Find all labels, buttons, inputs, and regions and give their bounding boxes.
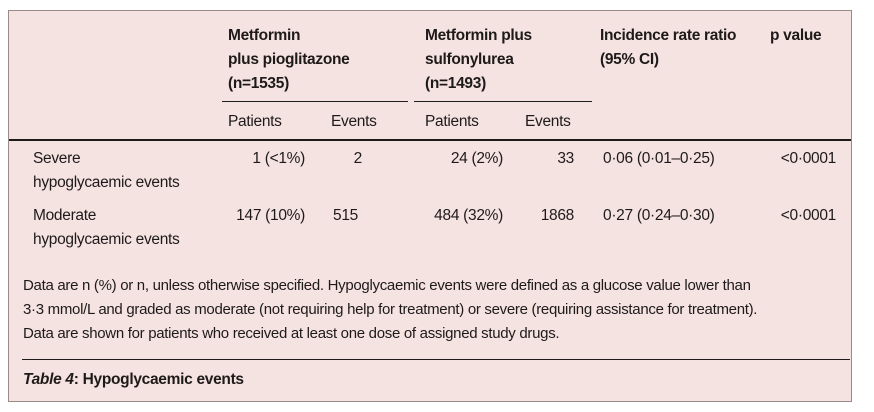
- footnote-line: Data are shown for patients who received…: [23, 325, 560, 342]
- row-label-line: hypoglycaemic events: [33, 231, 180, 248]
- caption-text: : Hypoglycaemic events: [73, 371, 244, 388]
- irr-value: 0·27 (0·24–0·30): [603, 207, 715, 224]
- p-value: <0·0001: [780, 207, 837, 224]
- p-value-header: p value: [770, 27, 822, 44]
- subheader-patients: Patients: [425, 113, 479, 130]
- row-label-line: Moderate: [33, 207, 97, 224]
- header-line: Metformin plus: [425, 27, 532, 44]
- header-line: Incidence rate ratio: [600, 27, 737, 44]
- subheader-events: Events: [525, 113, 571, 130]
- pio-patients: 1 (<1%): [252, 150, 305, 167]
- table-caption: Table 4: Hypoglycaemic events: [23, 368, 244, 392]
- caption-label: Table 4: [23, 371, 74, 388]
- header-line: Metformin: [228, 27, 301, 44]
- header-line: (n=1493): [425, 75, 486, 92]
- header-line: sulfonylurea: [425, 51, 514, 68]
- su-events: 33: [557, 150, 574, 167]
- su-patients: 24 (2%): [450, 150, 503, 167]
- group-header-sulfonylurea: Metformin plus sulfonylurea (n=1493): [425, 24, 532, 96]
- group-underline: [222, 101, 408, 102]
- pio-events: 2: [353, 150, 363, 167]
- footnote: Data are n (%) or n, unless otherwise sp…: [23, 274, 757, 346]
- footnote-line: Data are n (%) or n, unless otherwise sp…: [23, 277, 751, 294]
- header-line: plus pioglitazone: [228, 51, 350, 68]
- su-events: 1868: [540, 207, 575, 224]
- pio-events: 515: [333, 207, 358, 224]
- irr-value: 0·06 (0·01–0·25): [603, 150, 715, 167]
- subheader-patients: Patients: [228, 113, 282, 130]
- p-value: <0·0001: [780, 150, 837, 167]
- header-rule: [9, 139, 851, 141]
- header-line: (n=1535): [228, 75, 289, 92]
- row-label-line: hypoglycaemic events: [33, 174, 180, 191]
- pio-patients: 147 (10%): [236, 207, 305, 224]
- su-patients: 484 (32%): [434, 207, 503, 224]
- footnote-line: 3·3 mmol/L and graded as moderate (not r…: [23, 301, 758, 318]
- group-header-pioglitazone: Metformin plus pioglitazone (n=1535): [228, 24, 350, 96]
- row-label: Moderate hypoglycaemic events: [33, 204, 180, 252]
- row-label-line: Severe: [33, 150, 81, 167]
- group-underline: [414, 101, 592, 102]
- table-container: [8, 10, 852, 402]
- header-line: (95% CI): [600, 51, 659, 68]
- footer-rule: [22, 359, 850, 360]
- subheader-events: Events: [331, 113, 377, 130]
- row-label: Severe hypoglycaemic events: [33, 147, 180, 195]
- irr-header: Incidence rate ratio (95% CI): [600, 24, 736, 72]
